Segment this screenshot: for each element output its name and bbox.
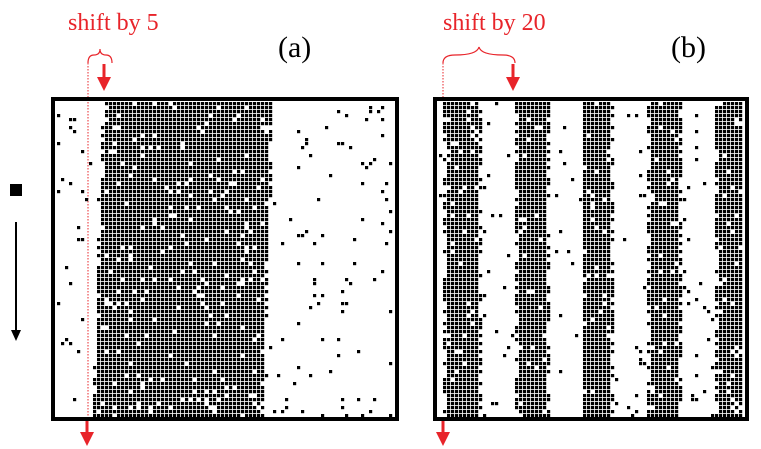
red-down-arrow-icon <box>506 77 520 91</box>
panel-a-annotation: shift by 5 <box>68 10 159 36</box>
panel-a-frame <box>51 97 399 421</box>
panel-b-frame <box>433 97 749 421</box>
panel-a-top-arrow <box>97 64 111 91</box>
panel-b-top-arrow <box>506 64 520 91</box>
panel-a-lattice <box>57 102 393 418</box>
panel-b-label: (b) <box>671 31 706 64</box>
panel-b: shift by 20 (b) <box>433 10 749 446</box>
red-down-arrow-icon <box>80 432 94 446</box>
panel-b-annotation: shift by 20 <box>443 10 546 36</box>
panel-b-bottom-arrow <box>436 421 450 446</box>
filled-square-icon <box>10 184 22 196</box>
red-down-arrow-icon <box>97 77 111 91</box>
panel-a-shift-bracket <box>87 48 113 64</box>
panel-a: shift by 5 (a) <box>51 10 399 446</box>
panel-b-shift-bracket <box>442 46 516 64</box>
panel-a-label: (a) <box>278 31 311 64</box>
panel-b-lattice <box>439 102 743 418</box>
panel-a-bottom-arrow <box>80 421 94 446</box>
red-down-arrow-icon <box>436 432 450 446</box>
down-arrow-icon <box>11 330 21 341</box>
